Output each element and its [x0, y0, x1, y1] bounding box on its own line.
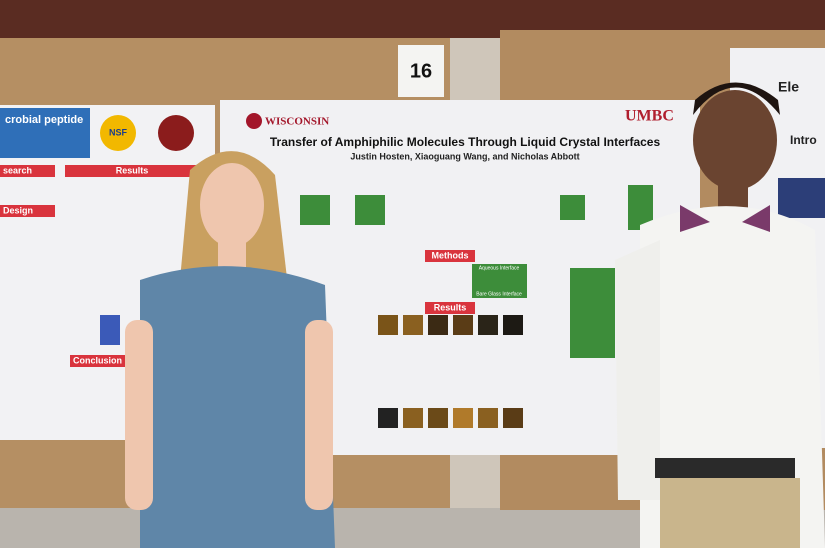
section-title: Results	[434, 302, 467, 312]
section-title: Methods	[432, 250, 469, 260]
figure	[355, 195, 385, 225]
logo-text: UMBC	[625, 108, 674, 125]
poster-authors: Justin Hosten, Xiaoguang Wang, and Nicho…	[350, 151, 579, 161]
poster-title: Ele	[778, 79, 799, 95]
logo	[158, 115, 194, 151]
figure	[300, 195, 330, 225]
section-title: Intro	[790, 133, 817, 147]
board-number: 16	[410, 60, 432, 82]
person	[125, 151, 335, 548]
section-title: Results	[116, 165, 149, 175]
logo	[100, 115, 136, 151]
section-header	[0, 165, 55, 177]
figure-label: Bare Glass Interface	[476, 291, 522, 297]
section-header	[425, 302, 475, 314]
title-box	[0, 108, 90, 158]
section-title: search	[3, 165, 32, 175]
logo-text: WISCONSIN	[265, 116, 329, 128]
section-header	[70, 355, 130, 367]
figure-label: Aqueous Interface	[479, 265, 520, 271]
poster-title: crobial peptide	[5, 114, 83, 126]
logo	[246, 113, 262, 129]
figure	[100, 315, 120, 345]
poster-title: Transfer of Amphiphilic Molecules Throug…	[270, 135, 661, 149]
figure	[570, 268, 615, 358]
section-title: Design	[3, 205, 33, 215]
figure	[560, 195, 585, 220]
section-header	[0, 205, 55, 217]
section-title: Conclusion	[73, 355, 122, 365]
micrographs	[378, 315, 523, 428]
person	[615, 82, 825, 548]
section-header	[65, 165, 200, 177]
figure	[472, 264, 527, 298]
section-header	[425, 250, 475, 262]
logo-text: NSF	[109, 127, 128, 137]
figure	[778, 178, 825, 218]
number-card	[398, 45, 444, 97]
